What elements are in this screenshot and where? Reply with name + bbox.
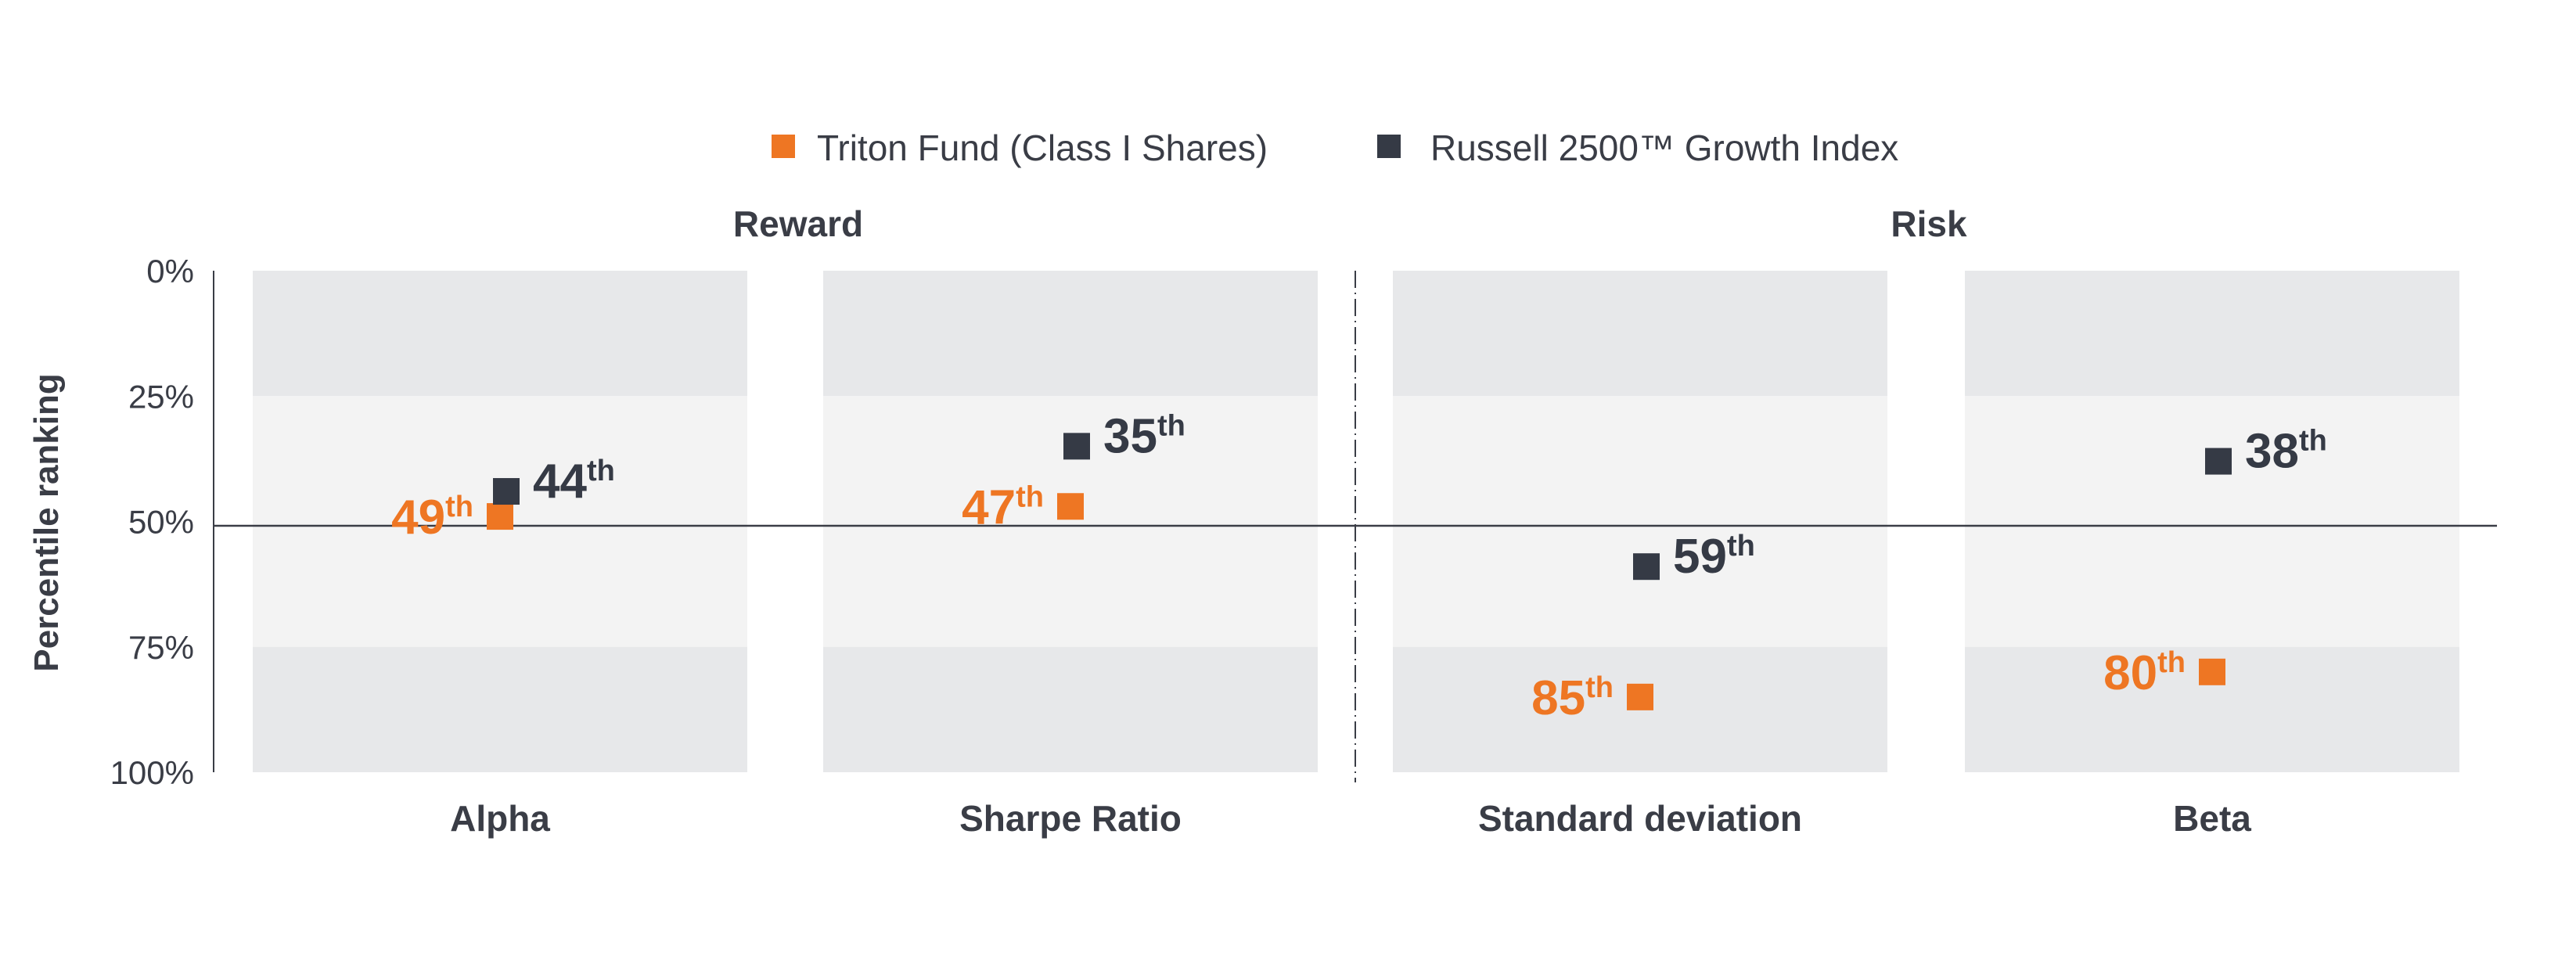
data-point-triton: [1057, 493, 1084, 520]
legend-label-russell: Russell 2500™ Growth Index: [1430, 128, 1898, 168]
data-label: 44th: [533, 455, 615, 509]
panel-band: [1393, 396, 1887, 647]
group-label-risk: Risk: [1891, 203, 1967, 244]
data-label: 49th: [391, 491, 473, 545]
data-label: 35th: [1103, 409, 1185, 463]
data-point-russell: [1063, 433, 1090, 460]
category-label: Standard deviation: [1478, 798, 1802, 839]
y-tick-label: 50%: [128, 504, 194, 541]
data-label: 47th: [962, 480, 1044, 534]
data-point-russell: [1633, 553, 1660, 581]
panel-band: [253, 271, 747, 397]
y-tick-label: 75%: [128, 629, 194, 666]
panel-band: [1965, 271, 2459, 397]
panel-band: [1393, 271, 1887, 397]
legend: Triton Fund (Class I Shares) Russell 250…: [772, 128, 1898, 168]
category-label: Alpha: [450, 798, 550, 839]
data-point-triton: [1627, 683, 1653, 710]
data-point-russell: [493, 478, 520, 505]
legend-swatch-russell: [1377, 135, 1401, 158]
legend-swatch-triton: [772, 135, 795, 158]
y-tick-label: 100%: [110, 754, 194, 791]
y-tick-label: 25%: [128, 378, 194, 415]
data-label: 80th: [2103, 646, 2186, 700]
panel-band: [1965, 396, 2459, 647]
data-label: 85th: [1531, 671, 1614, 725]
legend-label-triton: Triton Fund (Class I Shares): [817, 128, 1268, 168]
data-label: 59th: [1673, 530, 1755, 584]
data-point-triton: [487, 503, 513, 530]
data-point-russell: [2205, 448, 2232, 475]
panel-band: [823, 646, 1318, 772]
category-label: Beta: [2173, 798, 2251, 839]
y-axis-label: Percentile ranking: [27, 373, 66, 671]
panel-band: [823, 271, 1318, 397]
panel-band: [253, 646, 747, 772]
data-point-triton: [2199, 658, 2225, 685]
y-tick-label: 0%: [146, 253, 194, 289]
group-label-reward: Reward: [733, 203, 863, 244]
data-label: 38th: [2245, 425, 2327, 479]
category-label: Sharpe Ratio: [959, 798, 1182, 839]
